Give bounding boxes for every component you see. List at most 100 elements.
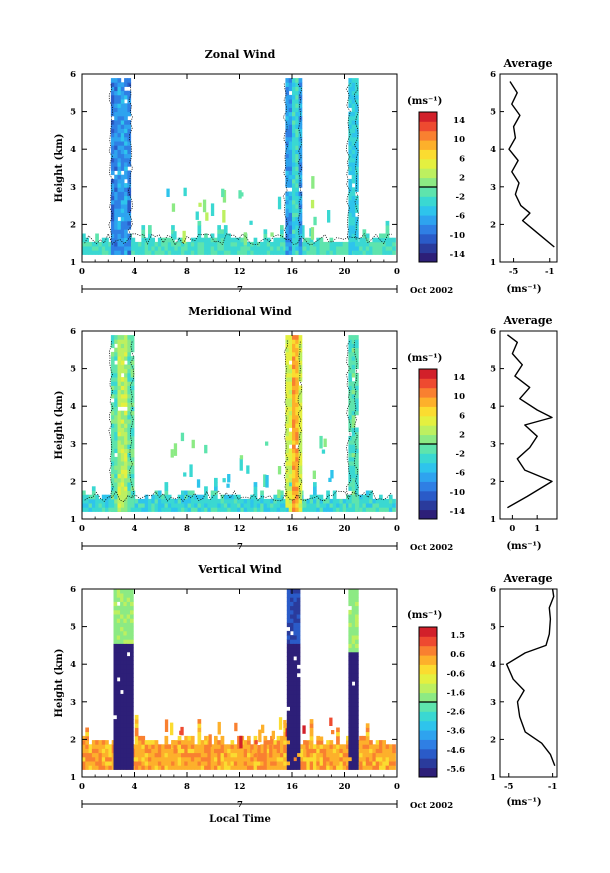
heatmap-cell <box>117 431 122 437</box>
heatmap-cell <box>352 250 357 255</box>
heatmap-cell <box>263 503 268 508</box>
heatmap-cell <box>348 498 353 504</box>
heatmap-cell <box>296 706 301 712</box>
heatmap-cell <box>288 149 293 155</box>
heatmap-cell <box>290 622 294 628</box>
heatmap-cell <box>120 212 125 218</box>
heatmap-cell <box>375 752 380 758</box>
heatmap-cell <box>270 761 274 766</box>
heatmap-cell <box>285 145 290 150</box>
heatmap-cell <box>285 107 290 113</box>
heatmap-cell <box>385 250 390 255</box>
heatmap-cell <box>117 368 122 374</box>
heatmap-cell <box>298 444 303 449</box>
heatmap-cell <box>105 498 109 504</box>
heatmap-cell <box>117 241 122 247</box>
heatmap-cell <box>126 601 131 607</box>
heatmap-cell <box>171 503 175 508</box>
heatmap-cell <box>85 503 89 508</box>
heatmap-cell <box>110 204 115 209</box>
heatmap-cell <box>265 475 269 488</box>
heatmap-cell <box>365 756 370 762</box>
heatmap-cell <box>292 170 296 176</box>
heatmap-cell <box>348 335 353 340</box>
heatmap-cell <box>124 120 128 125</box>
heatmap-cell <box>342 748 347 754</box>
heatmap-cell <box>120 82 125 87</box>
heatmap-cell <box>126 756 131 762</box>
heatmap-cell <box>130 744 134 749</box>
heatmap-cell <box>110 477 115 483</box>
colorbar-swatch <box>419 415 437 426</box>
heatmap-cell <box>114 204 118 209</box>
heatmap-cell <box>322 246 327 251</box>
heatmap-cell <box>127 107 132 113</box>
heatmap-cell <box>114 389 118 395</box>
heatmap-cell <box>124 225 128 230</box>
heatmap-cell <box>120 246 125 251</box>
heatmap-cell <box>292 86 296 92</box>
heatmap-cell <box>110 393 115 399</box>
heatmap-cell <box>120 241 125 247</box>
heatmap-cell <box>351 78 356 83</box>
heatmap-cell <box>148 498 152 504</box>
heatmap-cell <box>127 120 132 125</box>
heatmap-cell <box>288 115 293 121</box>
heatmap-cell <box>292 120 296 125</box>
heatmap-cell <box>379 765 383 770</box>
heatmap-cell <box>365 246 370 251</box>
heatmap-cell <box>288 414 293 420</box>
heatmap-cell <box>392 503 396 508</box>
heatmap-cell <box>355 698 359 703</box>
heatmap-cell <box>276 748 281 754</box>
heatmap-cell <box>266 756 271 762</box>
contour-line <box>282 83 288 240</box>
heatmap-cell <box>247 250 251 255</box>
heatmap-cell <box>355 740 359 745</box>
heatmap-cell <box>285 195 290 201</box>
heatmap-cell <box>161 756 165 762</box>
heatmap-cell <box>134 250 139 255</box>
heatmap-cell <box>292 448 296 454</box>
heatmap-cell <box>237 761 241 766</box>
heatmap-cell <box>290 727 294 733</box>
heatmap-cell <box>299 761 304 766</box>
heatmap-cell <box>134 503 139 508</box>
heatmap-cell <box>120 132 125 138</box>
heatmap-cell <box>240 237 245 243</box>
heatmap-cell <box>117 507 122 512</box>
heatmap-cell <box>180 432 185 442</box>
heatmap-cell <box>355 689 359 695</box>
heatmap-cell <box>285 233 290 239</box>
heatmap-cell <box>101 237 106 243</box>
heatmap-cell <box>85 744 89 749</box>
heatmap-cell <box>247 748 251 754</box>
heatmap-cell <box>138 241 142 247</box>
heatmap-cell <box>117 448 122 454</box>
heatmap-cell <box>124 111 128 117</box>
heatmap-cell <box>117 183 122 188</box>
heatmap-cell <box>351 339 356 344</box>
heatmap-cell <box>124 343 128 349</box>
heatmap-cell <box>126 605 131 611</box>
heatmap-cell <box>190 740 195 745</box>
heatmap-cell <box>134 744 139 749</box>
heatmap-cell <box>200 748 205 754</box>
heatmap-cell <box>91 765 96 770</box>
heatmap-cell <box>292 465 296 470</box>
heatmap-cell <box>130 593 134 598</box>
heatmap-cell <box>200 507 205 512</box>
heatmap-cell <box>295 225 299 230</box>
heatmap-cell <box>110 141 115 146</box>
heatmap-cell <box>348 630 353 636</box>
heatmap-cell <box>124 170 128 176</box>
heatmap-cell <box>130 630 134 636</box>
heatmap-cell <box>130 465 135 470</box>
heatmap-cell <box>190 761 195 766</box>
heatmap-cell <box>346 744 350 749</box>
heatmap-cell <box>200 756 205 762</box>
heatmap-cell <box>285 461 290 466</box>
heatmap-cell <box>293 706 298 712</box>
heatmap-cell <box>288 204 293 209</box>
